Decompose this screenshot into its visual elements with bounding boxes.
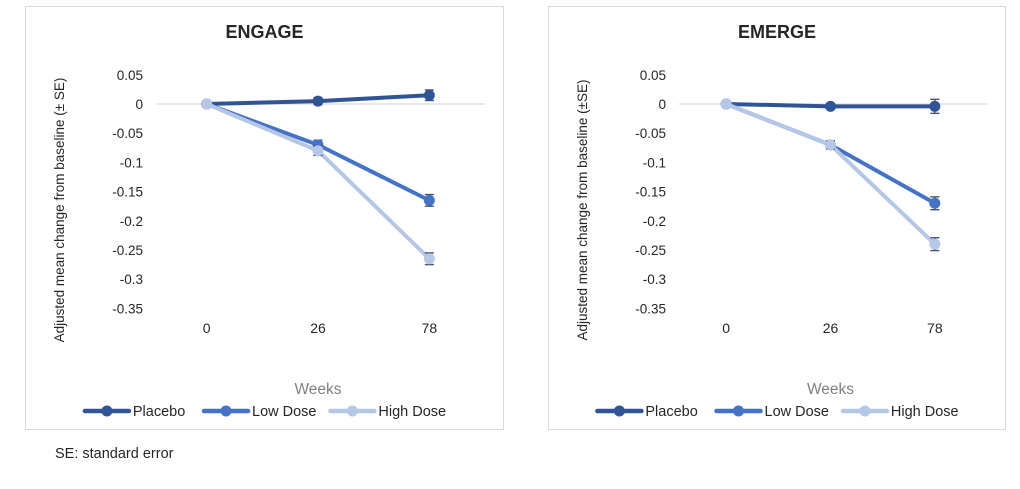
y-tick-label: -0.05	[112, 126, 143, 141]
y-tick-label: -0.35	[635, 301, 666, 316]
y-tick-label: 0.05	[117, 68, 143, 83]
data-point-marker-placebo	[423, 89, 435, 101]
legend-label: High Dose	[378, 404, 446, 420]
y-tick-label: -0.15	[112, 185, 143, 200]
legend-label: High Dose	[891, 404, 959, 420]
data-point-marker-high-dose	[825, 139, 836, 151]
data-point-marker-placebo	[929, 100, 941, 112]
data-point-marker-placebo	[825, 100, 836, 112]
y-tick-label: 0.05	[640, 68, 666, 83]
y-tick-label: -0.3	[643, 272, 666, 287]
series-line-low-dose	[724, 102, 937, 206]
data-point-marker-high-dose	[929, 238, 941, 250]
x-tick-label: 78	[927, 320, 943, 336]
y-tick-label: -0.1	[643, 155, 666, 170]
y-tick-label: -0.05	[635, 126, 666, 141]
chart-title: ENGAGE	[225, 22, 303, 42]
legend-label: Placebo	[133, 404, 185, 420]
legend-marker-swatch	[346, 405, 358, 417]
x-tick-label: 26	[823, 320, 839, 336]
chart-card-engage: ENGAGE Adjusted mean change from baseline…	[25, 6, 504, 430]
x-tick-label: 0	[722, 320, 730, 336]
footnote-se: SE: standard error	[55, 446, 174, 462]
legend-label: Low Dose	[252, 404, 316, 420]
legend-item-placebo: Placebo	[82, 404, 185, 420]
data-point-marker-low-dose	[423, 194, 435, 206]
y-tick-label: -0.1	[120, 155, 143, 170]
x-axis-title: Weeks	[807, 381, 854, 398]
legend-label: Placebo	[645, 404, 697, 420]
data-point-marker-high-dose	[720, 98, 732, 110]
legend-item-low-dose: Low Dose	[201, 404, 316, 420]
y-tick-label: 0	[658, 97, 666, 112]
data-point-marker-high-dose	[312, 145, 324, 157]
chart-card-emerge: EMERGE Adjusted mean change from baseline…	[548, 6, 1006, 430]
chart-title: EMERGE	[738, 22, 816, 42]
legend-marker-swatch	[220, 405, 232, 417]
x-axis-title: Weeks	[294, 381, 341, 398]
chart-engage-plot: ENGAGE Adjusted mean change from baseline…	[52, 22, 485, 420]
chart-emerge-plot: EMERGE Adjusted mean change from baseline…	[575, 22, 987, 420]
data-point-marker-low-dose	[929, 197, 941, 209]
y-axis-title: Adjusted mean change from baseline (± SE…	[52, 78, 67, 343]
legend-marker-swatch	[101, 405, 113, 417]
legend-item-high-dose: High Dose	[840, 404, 959, 420]
x-tick-label: 26	[310, 320, 326, 336]
y-tick-label: -0.3	[120, 272, 143, 287]
x-tick-label: 0	[203, 320, 211, 336]
y-tick-label: -0.25	[112, 243, 143, 258]
legend-item-placebo: Placebo	[595, 404, 698, 420]
y-tick-label: -0.25	[635, 243, 666, 258]
series-line-high-dose	[724, 102, 937, 247]
legend-item-low-dose: Low Dose	[714, 404, 829, 420]
legend-marker-swatch	[733, 405, 744, 417]
series-line-high-dose	[204, 102, 432, 261]
data-point-marker-high-dose	[423, 253, 435, 265]
legend-label: Low Dose	[765, 404, 829, 420]
y-tick-label: 0	[135, 97, 143, 112]
data-point-marker-high-dose	[201, 98, 213, 110]
legend-item-high-dose: High Dose	[328, 404, 446, 420]
y-tick-label: -0.35	[112, 301, 143, 316]
legend-marker-swatch	[859, 405, 871, 417]
x-tick-label: 78	[422, 320, 438, 336]
y-tick-label: -0.2	[120, 214, 143, 229]
data-point-marker-placebo	[312, 95, 324, 107]
y-axis-title: Adjusted mean change from baseline (±SE)	[575, 79, 590, 340]
y-tick-label: -0.15	[635, 185, 666, 200]
legend-marker-swatch	[613, 405, 625, 417]
y-tick-label: -0.2	[643, 214, 666, 229]
